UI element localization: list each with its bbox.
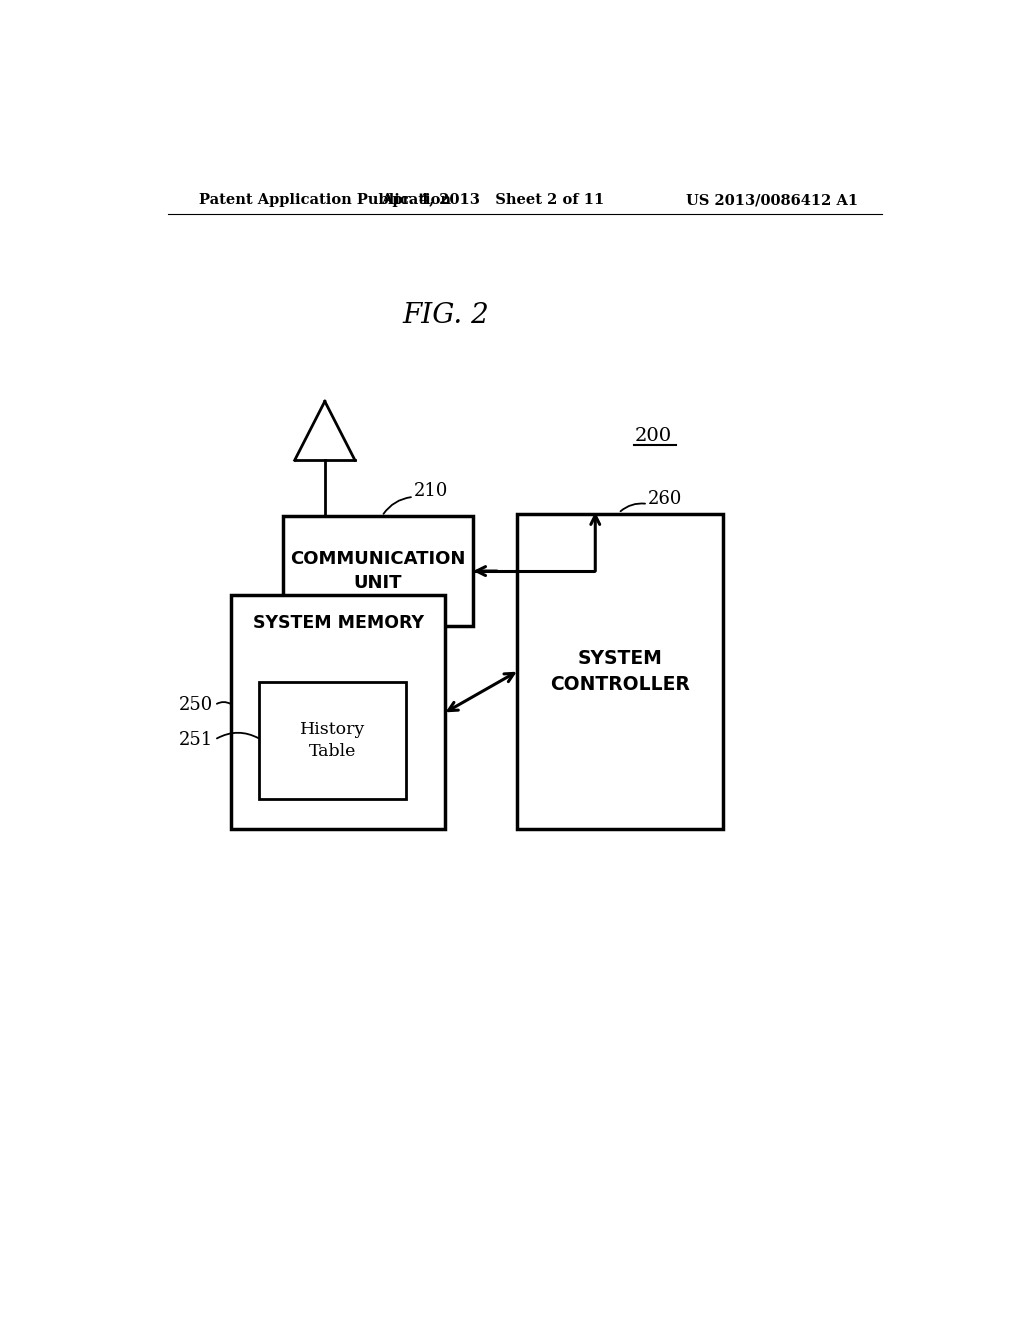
Text: 251: 251: [178, 731, 213, 748]
Text: US 2013/0086412 A1: US 2013/0086412 A1: [686, 193, 858, 207]
Text: 260: 260: [648, 490, 682, 508]
Bar: [259, 682, 406, 799]
Text: COMMUNICATION
UNIT: COMMUNICATION UNIT: [290, 550, 466, 591]
Text: FIG. 2: FIG. 2: [402, 302, 488, 330]
Bar: [283, 516, 473, 626]
Bar: [231, 595, 445, 829]
Text: History
Table: History Table: [300, 721, 365, 760]
Text: SYSTEM
CONTROLLER: SYSTEM CONTROLLER: [550, 649, 690, 694]
Text: SYSTEM MEMORY: SYSTEM MEMORY: [253, 614, 424, 632]
Bar: [517, 515, 723, 829]
Text: Apr. 4, 2013   Sheet 2 of 11: Apr. 4, 2013 Sheet 2 of 11: [381, 193, 605, 207]
Text: Patent Application Publication: Patent Application Publication: [200, 193, 452, 207]
Text: 250: 250: [178, 696, 213, 714]
Text: 200: 200: [634, 428, 672, 445]
Text: 210: 210: [414, 482, 449, 500]
